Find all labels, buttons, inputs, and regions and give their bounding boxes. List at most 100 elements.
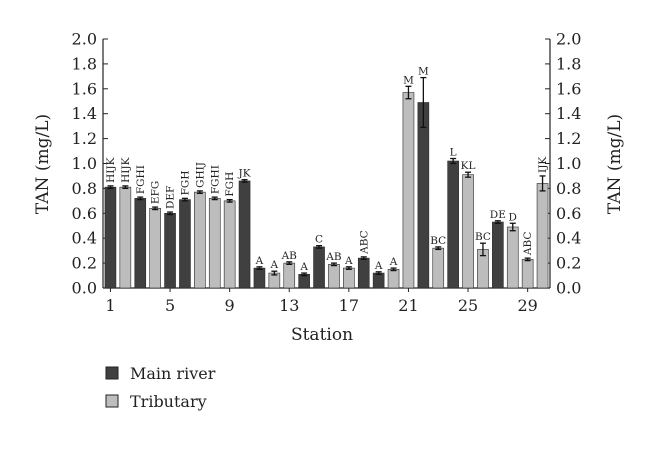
sig-label-station-3: FGHI — [135, 165, 147, 194]
sig-label-station-21: M — [403, 74, 414, 86]
y-tick-label-left: 0.8 — [72, 179, 97, 198]
y-tick-label-right: 0.2 — [556, 254, 581, 273]
y-tick-label-right: 2.0 — [556, 30, 581, 49]
bar-station-13 — [283, 262, 296, 289]
x-tick-label: 5 — [165, 296, 175, 315]
sig-label-station-6: FGH — [179, 171, 191, 196]
sig-label-station-8: FGHI — [209, 165, 221, 194]
bar-station-30 — [536, 183, 549, 289]
sig-label-station-29: ABC — [522, 232, 534, 257]
sig-label-station-7: GHIJ — [194, 162, 206, 188]
bar-station-5 — [164, 213, 176, 289]
bar-station-10 — [238, 180, 251, 289]
y-tick-label-right: 0.8 — [556, 179, 581, 198]
sig-label-station-5: DEF — [165, 186, 177, 209]
y-axis-title-left: TAN (mg/L) — [33, 114, 53, 214]
y-tick-label-left: 1.0 — [72, 154, 97, 173]
legend-swatch-main-river — [105, 366, 119, 380]
sig-label-station-12: A — [270, 259, 279, 271]
y-tick-label-left: 0.2 — [72, 254, 97, 273]
bar-station-7 — [194, 191, 206, 289]
bar-station-14 — [298, 274, 310, 289]
sig-label-station-27: DE — [490, 209, 506, 221]
x-tick-label: 29 — [517, 296, 537, 315]
bar-station-28 — [506, 226, 519, 289]
sig-label-station-16: AB — [325, 251, 342, 263]
x-tick-label: 17 — [339, 296, 359, 315]
sig-label-station-23: BC — [430, 235, 446, 247]
bar-station-9 — [223, 200, 236, 289]
bar-station-16 — [328, 264, 340, 289]
sig-label-station-11: A — [255, 255, 264, 267]
sig-label-station-15: C — [315, 234, 323, 246]
bars-layer — [104, 76, 549, 289]
y-tick-label-right: 1.4 — [556, 104, 581, 123]
sig-label-station-25: KL — [461, 160, 476, 172]
sig-label-station-13: AB — [281, 250, 298, 262]
bar-station-15 — [313, 246, 325, 289]
y-tick-label-right: 1.6 — [556, 79, 581, 98]
bar-station-20 — [387, 269, 400, 289]
sig-label-station-28: D — [509, 211, 517, 223]
sig-label-station-10: JK — [238, 168, 251, 180]
y-tick-label-left: 1.2 — [72, 129, 97, 148]
y-tick-label-left: 0.4 — [72, 229, 97, 248]
axes-layer: 0.0 0.0 0.2 0.2 0.4 0.4 0.6 0.6 0.8 0.8 1.0 1.0 1.2 1… — [72, 30, 582, 316]
bar-station-6 — [179, 199, 191, 289]
bar-station-23 — [432, 247, 445, 289]
bar-station-19 — [372, 272, 385, 289]
bar-station-25 — [462, 174, 474, 289]
y-tick-label-right: 0.6 — [556, 204, 581, 223]
sig-label-station-30: IJK — [537, 157, 549, 173]
sig-label-station-17: A — [344, 255, 353, 267]
y-axis-title-right: TAN (mg/L) — [605, 114, 625, 214]
x-tick-label: 1 — [105, 296, 115, 315]
sig-label-station-24: L — [450, 147, 457, 159]
y-tick-label-left: 1.6 — [72, 79, 97, 98]
bar-station-22 — [417, 102, 430, 289]
sig-label-station-18: ABC — [358, 230, 370, 255]
legend-label-main-river: Main river — [130, 364, 216, 383]
bar-station-18 — [357, 257, 370, 289]
x-axis-title: Station — [291, 325, 353, 345]
y-tick-label-right: 0.0 — [556, 279, 581, 298]
y-tick-label-right: 1.2 — [556, 129, 581, 148]
sig-label-station-20: A — [389, 256, 398, 268]
sig-label-station-26: BC — [475, 231, 491, 243]
bar-station-4 — [149, 208, 161, 289]
bar-station-27 — [492, 221, 504, 289]
bar-station-17 — [343, 267, 355, 289]
bar-station-8 — [208, 198, 221, 289]
bar-station-29 — [521, 259, 534, 289]
x-tick-label: 9 — [225, 296, 235, 315]
sig-label-station-9: FGH — [224, 172, 236, 197]
legend-swatch-tributary — [105, 394, 119, 408]
bar-station-21 — [402, 92, 415, 289]
bar-station-24 — [447, 160, 459, 289]
y-tick-label-right: 1.0 — [556, 154, 581, 173]
sig-label-station-1: HIJK — [105, 157, 117, 183]
y-tick-label-left: 0.6 — [72, 204, 97, 223]
bar-station-11 — [253, 267, 266, 289]
sig-label-station-2: HIJK — [120, 157, 132, 183]
y-tick-label-right: 1.8 — [556, 54, 581, 73]
y-tick-label-left: 0.0 — [72, 279, 97, 298]
x-tick-label: 21 — [398, 296, 418, 315]
x-tick-label: 25 — [458, 296, 478, 315]
y-tick-label-left: 1.4 — [72, 104, 97, 123]
sig-label-station-19: A — [374, 260, 383, 272]
bar-station-1 — [104, 186, 117, 289]
x-tick-label: 13 — [279, 296, 299, 315]
y-tick-label-left: 2.0 — [72, 30, 97, 49]
y-tick-label-right: 0.4 — [556, 229, 581, 248]
sig-label-station-4: EFG — [150, 181, 162, 204]
y-tick-label-left: 1.8 — [72, 54, 97, 73]
bar-station-2 — [119, 186, 132, 289]
sig-label-station-14: A — [299, 261, 308, 273]
sig-label-station-22: M — [418, 66, 429, 78]
legend-label-tributary: Tributary — [130, 392, 207, 411]
bar-station-3 — [134, 198, 147, 289]
